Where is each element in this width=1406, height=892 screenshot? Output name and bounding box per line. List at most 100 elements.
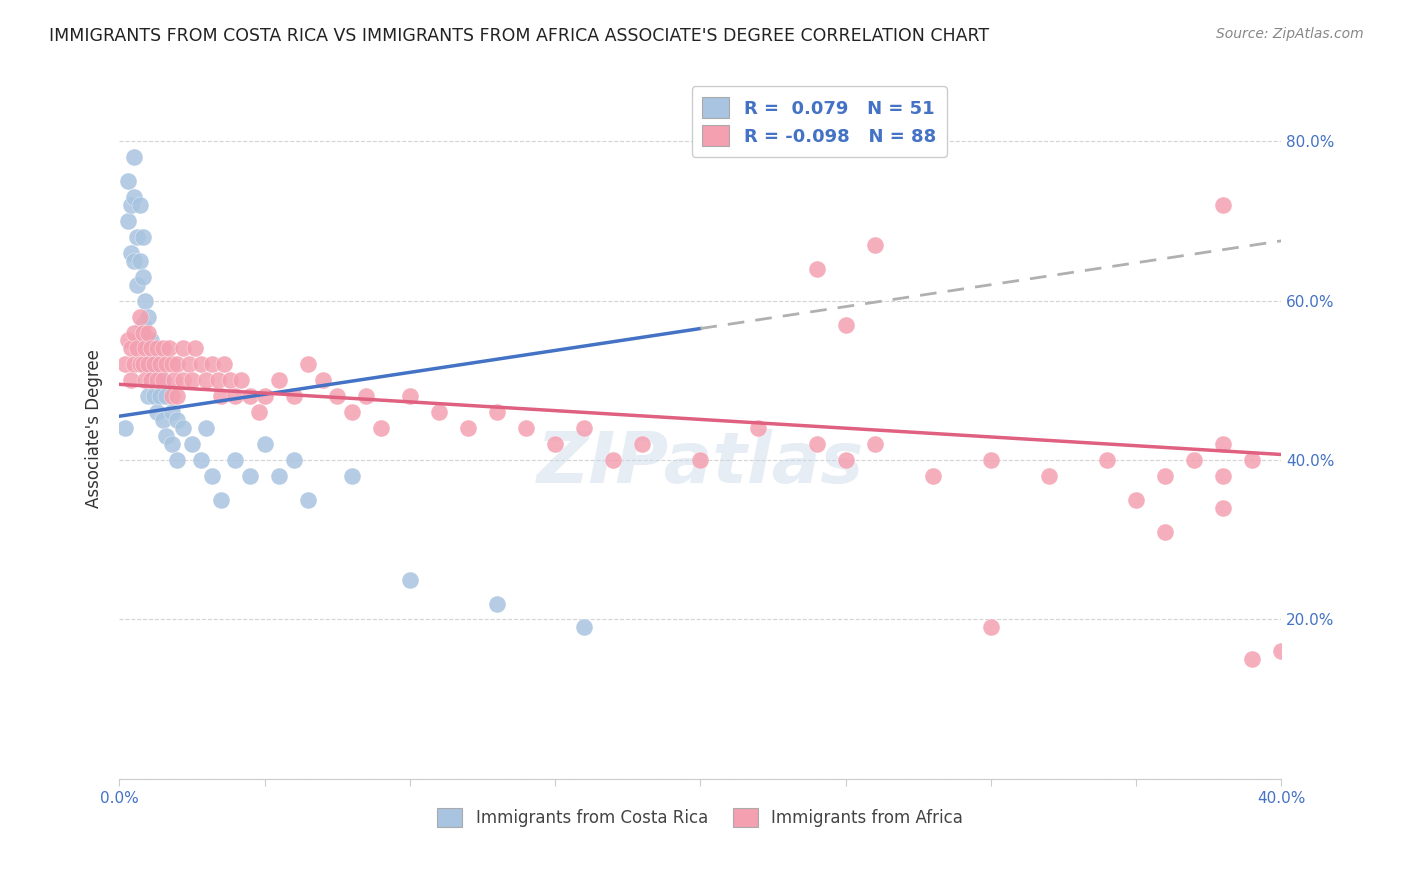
Point [131, 326, 153, 340]
Point [122, 150, 145, 164]
Point [143, 389, 166, 403]
Point [201, 469, 224, 483]
Point [143, 358, 166, 372]
Point [747, 421, 769, 435]
Point [195, 373, 218, 387]
Point [224, 453, 246, 467]
Point [195, 421, 218, 435]
Point [239, 469, 262, 483]
Point [201, 358, 224, 372]
Point [224, 389, 246, 403]
Point [267, 469, 290, 483]
Point [141, 373, 163, 387]
Point [149, 389, 172, 403]
Point [1182, 453, 1205, 467]
Point [207, 373, 229, 387]
Point [689, 453, 711, 467]
Point [155, 429, 177, 443]
Text: Source: ZipAtlas.com: Source: ZipAtlas.com [1216, 27, 1364, 41]
Point [172, 373, 194, 387]
Point [1125, 492, 1147, 507]
Point [122, 358, 145, 372]
Point [485, 405, 508, 419]
Point [921, 469, 943, 483]
Point [120, 198, 142, 212]
Point [297, 492, 319, 507]
Point [134, 342, 156, 356]
Point [131, 318, 153, 332]
Point [122, 253, 145, 268]
Point [120, 342, 142, 356]
Point [141, 373, 163, 387]
Point [136, 310, 159, 324]
Point [209, 492, 232, 507]
Point [283, 389, 305, 403]
Point [340, 405, 363, 419]
Point [1212, 500, 1234, 515]
Point [143, 358, 166, 372]
Point [134, 293, 156, 308]
Point [114, 421, 136, 435]
Point [166, 453, 188, 467]
Point [340, 469, 363, 483]
Point [515, 421, 537, 435]
Point [1095, 453, 1118, 467]
Point [1212, 437, 1234, 451]
Point [212, 358, 235, 372]
Point [311, 373, 333, 387]
Point [602, 453, 624, 467]
Point [134, 373, 156, 387]
Point [427, 405, 450, 419]
Point [117, 174, 139, 188]
Point [120, 373, 142, 387]
Point [370, 421, 392, 435]
Point [152, 413, 174, 427]
Point [326, 389, 349, 403]
Point [172, 342, 194, 356]
Point [231, 373, 253, 387]
Point [834, 318, 856, 332]
Point [184, 342, 207, 356]
Point [120, 245, 142, 260]
Point [572, 620, 595, 634]
Point [160, 405, 183, 419]
Point [834, 453, 856, 467]
Point [253, 437, 276, 451]
Point [1154, 469, 1177, 483]
Point [398, 389, 420, 403]
Point [155, 389, 177, 403]
Point [1038, 469, 1060, 483]
Point [1270, 644, 1292, 658]
Point [1241, 453, 1264, 467]
Point [1212, 469, 1234, 483]
Point [125, 342, 148, 356]
Point [155, 358, 177, 372]
Legend: Immigrants from Costa Rica, Immigrants from Africa: Immigrants from Costa Rica, Immigrants f… [430, 801, 970, 834]
Point [166, 358, 188, 372]
Point [117, 214, 139, 228]
Point [131, 230, 153, 244]
Point [180, 437, 202, 451]
Point [152, 373, 174, 387]
Point [166, 389, 188, 403]
Point [117, 334, 139, 348]
Point [136, 326, 159, 340]
Point [141, 334, 163, 348]
Point [128, 358, 150, 372]
Point [572, 421, 595, 435]
Point [267, 373, 290, 387]
Point [457, 421, 479, 435]
Point [122, 190, 145, 204]
Point [218, 373, 240, 387]
Point [544, 437, 567, 451]
Point [980, 620, 1002, 634]
Point [141, 342, 163, 356]
Point [149, 358, 172, 372]
Point [160, 389, 183, 403]
Point [239, 389, 262, 403]
Point [806, 261, 828, 276]
Point [163, 373, 186, 387]
Point [1212, 198, 1234, 212]
Point [146, 405, 169, 419]
Point [146, 373, 169, 387]
